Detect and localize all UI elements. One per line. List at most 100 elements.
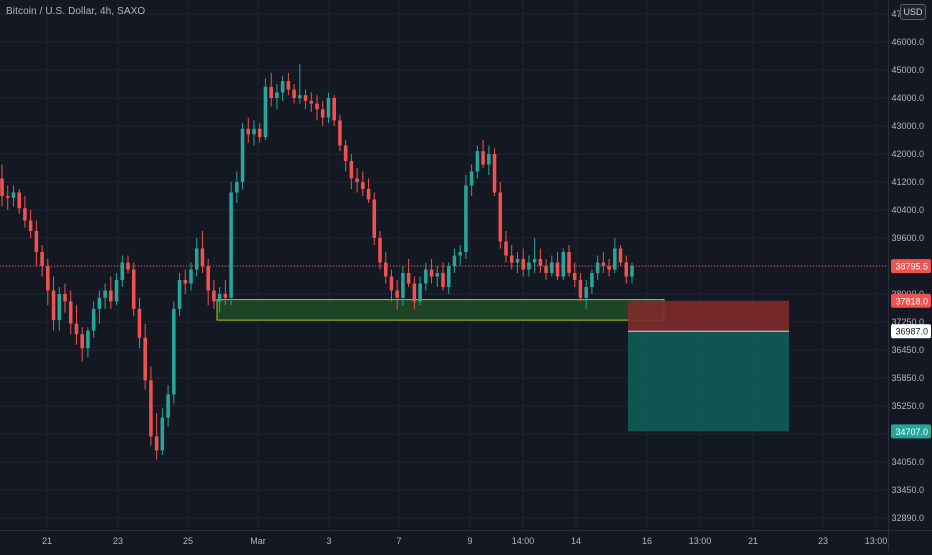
candle-body [509, 255, 514, 263]
target-price-label-bg [891, 424, 931, 439]
candle-body [572, 273, 577, 280]
candle-body [5, 196, 10, 198]
candle-body [343, 145, 348, 161]
x-tick-label: 3 [326, 536, 331, 546]
candle-body [149, 380, 153, 437]
candle-body [252, 128, 256, 135]
candle-body [618, 248, 623, 263]
current-price-label: 38795.5 [895, 262, 928, 272]
candle-body [206, 266, 210, 291]
candle-body [11, 192, 16, 198]
candle-body [446, 266, 451, 287]
x-tick-label: 7 [396, 536, 401, 546]
candle-body [303, 95, 308, 101]
x-tick-label: 14:00 [512, 536, 535, 546]
demand-zone [216, 299, 665, 321]
candle-body [389, 276, 394, 291]
y-tick-label: 44000.0 [891, 93, 924, 103]
candle-body [275, 92, 279, 98]
candle-body [23, 208, 27, 221]
candle-body [326, 98, 331, 118]
candle-body [361, 182, 365, 189]
candle-body [595, 262, 600, 273]
x-tick-label: 21 [748, 536, 758, 546]
candle-body [172, 308, 176, 395]
x-tick-label: 23 [818, 536, 828, 546]
y-tick-label: 35850.0 [891, 373, 924, 383]
x-tick-label: 13:00 [689, 536, 712, 546]
candle-body [263, 86, 268, 138]
candle-body [40, 252, 44, 266]
y-tick-label: 35250.0 [891, 401, 924, 411]
candle-body [280, 81, 285, 93]
candle-body [544, 266, 548, 273]
candle-body [378, 238, 382, 263]
candle-body [34, 231, 39, 252]
candle-body [74, 323, 79, 335]
y-tick-label: 33450.0 [891, 485, 924, 495]
y-tick-label: 39600.0 [891, 233, 924, 243]
candle-body [109, 290, 113, 302]
candle-body [424, 269, 428, 284]
candle-body [338, 120, 342, 146]
candle-body [464, 185, 468, 252]
candle-body [481, 151, 485, 165]
x-tick-label: 9 [467, 536, 472, 546]
candle-body [429, 269, 434, 277]
candle-body [435, 273, 440, 277]
candle-body [57, 294, 62, 321]
candle-body [46, 266, 50, 291]
y-tick-label: 41200.0 [891, 177, 924, 187]
candle-body [200, 248, 205, 266]
candle-body [532, 259, 537, 263]
candle-body [298, 95, 302, 98]
candle-body [475, 151, 480, 172]
candle-body [223, 294, 228, 298]
candle-body [309, 100, 314, 104]
candle-body [240, 128, 245, 182]
candle-body [590, 273, 594, 287]
y-tick-label: 36450.0 [891, 345, 924, 355]
target-price-label: 34707.0 [895, 427, 928, 437]
y-tick-label: 40400.0 [891, 205, 924, 215]
candle-body [257, 128, 262, 138]
stop-price-label: 37818.0 [895, 296, 928, 306]
candle-body [246, 128, 251, 135]
entry-price-label: 36987.0 [895, 327, 928, 337]
candle-body [332, 98, 336, 121]
candle-body [469, 171, 474, 186]
candle-body [418, 283, 422, 302]
candle-body [68, 301, 73, 324]
candle-body [51, 290, 56, 321]
candle-body [550, 262, 554, 273]
candle-body [395, 290, 399, 298]
y-tick-label: 42000.0 [891, 149, 924, 159]
candle-body [217, 294, 222, 302]
candle-body [584, 287, 588, 298]
candle-body [555, 262, 560, 277]
x-tick-label: 16 [642, 536, 652, 546]
candle-body [458, 252, 462, 256]
candle-body [120, 262, 125, 280]
candle-body [601, 262, 606, 266]
candle-body [567, 252, 571, 273]
x-tick-label: 25 [183, 536, 193, 546]
candle-body [412, 283, 417, 302]
entry-price-label-bg [891, 324, 931, 339]
candle-body [160, 417, 165, 451]
candle-body [28, 220, 33, 231]
candle-body [452, 255, 457, 266]
candle-body [630, 266, 634, 277]
candle-body [292, 89, 296, 98]
stop-price-label-bg [891, 293, 931, 308]
candle-body [86, 330, 90, 349]
y-tick-label: 32890.0 [891, 513, 924, 523]
candle-body [166, 394, 170, 418]
candle-body [63, 294, 67, 302]
candle-body [0, 178, 4, 196]
currency-button[interactable]: USD [900, 4, 926, 20]
x-tick-label: 21 [42, 536, 52, 546]
y-tick-label: 46000.0 [891, 37, 924, 47]
